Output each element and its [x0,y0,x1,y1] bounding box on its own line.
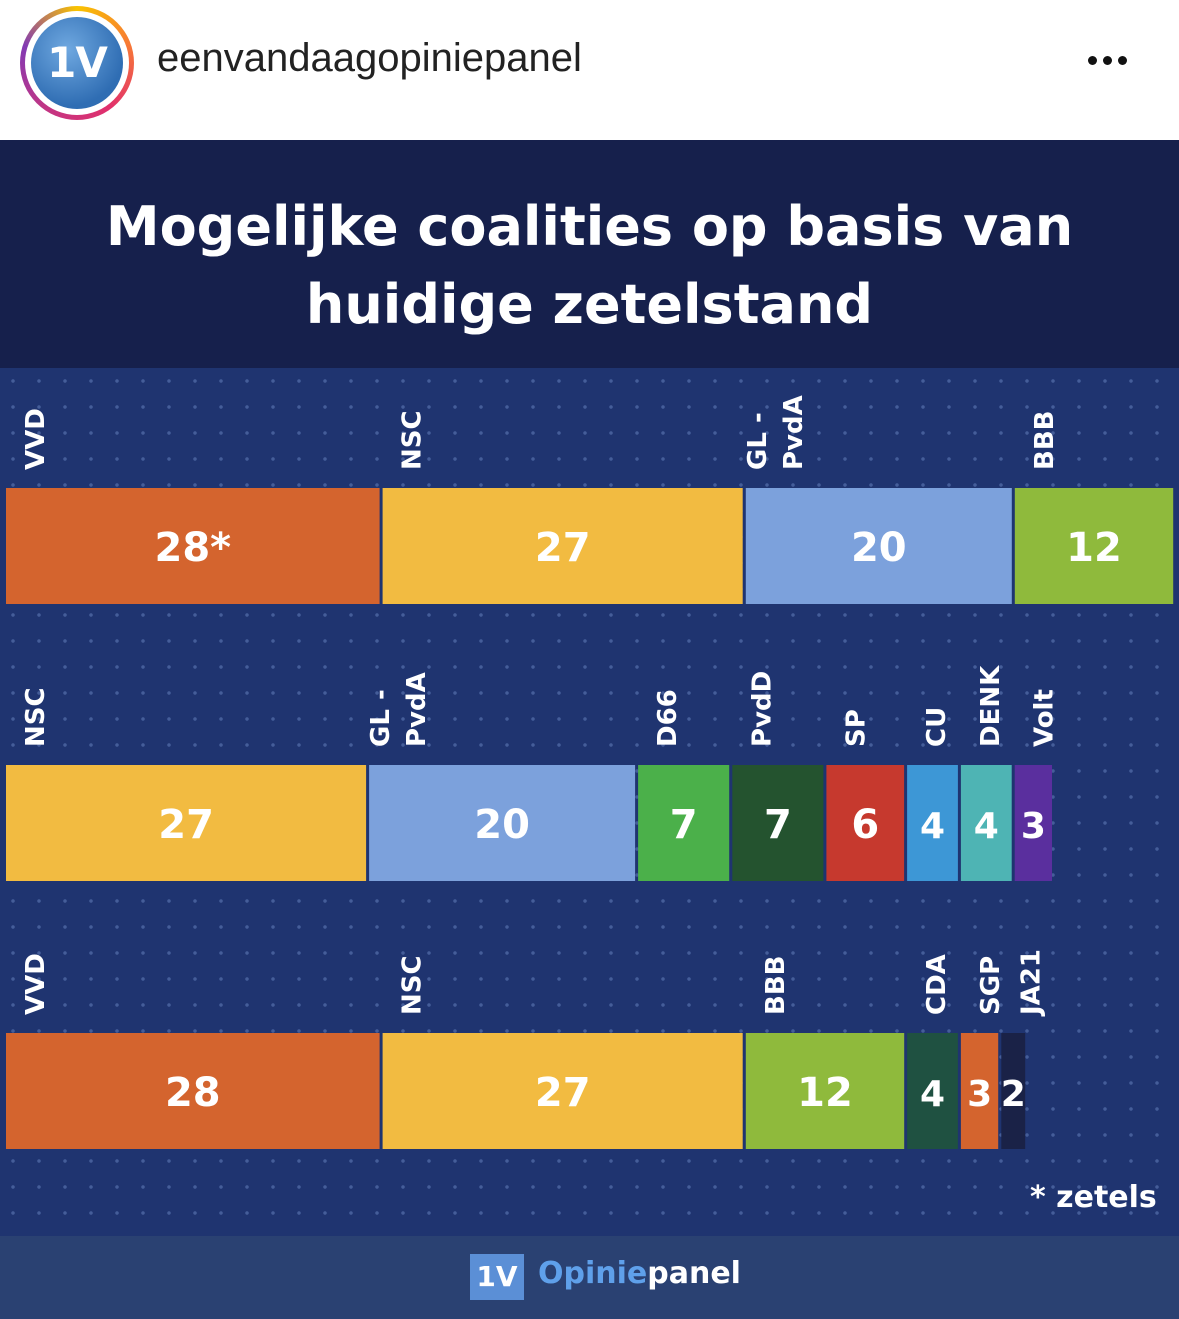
party-name-label: VVD [21,408,51,470]
bar-value-label: 28 [165,1070,221,1116]
party-name-label: GL - PvdA [366,672,432,747]
bar-segment-d66 [638,765,730,881]
bar-segment-sp [826,765,905,881]
bar-segment-bbb [745,1033,905,1149]
bar-value-label: 6 [851,802,879,848]
seats-note: * zetels [1030,1180,1157,1215]
title-line-1: Mogelijke coalities op basis van [105,195,1074,258]
bar-segment-pvdd [732,765,824,881]
bar-value-label: 12 [1066,525,1122,571]
bar-value-label: 27 [158,802,214,848]
bar-value-label: 4 [974,806,999,847]
party-name-label: SGP [976,956,1006,1015]
footer-brand-a: Opinie [538,1256,648,1291]
footer-brand-b: panel [647,1256,741,1291]
bar-value-label: 7 [670,802,698,848]
party-name-label: BBB [761,956,791,1015]
bar-segment-ja21 [1001,1033,1026,1149]
party-name-label: JA21 [1016,949,1046,1017]
footer-logo: 1V [470,1254,524,1300]
bar-segment-volt [1014,765,1052,881]
bar-value-label: 28* [155,525,232,571]
bar-value-label: 27 [535,525,591,571]
bar-segment-nsc [382,1033,743,1149]
party-name-label: BBB [1030,411,1060,470]
bar-value-label: 7 [764,802,792,848]
bar-value-label: 2 [1001,1074,1026,1115]
party-name-label: NSC [398,410,428,470]
bar-value-label: 3 [1021,806,1046,847]
bar-segment-gl-pvda [745,488,1012,604]
footer-brand: Opiniepanel [538,1256,741,1291]
party-name-label: VVD [21,953,51,1015]
bar-segment-vvd [6,488,380,604]
bar-segment-denk [960,765,1012,881]
bar-segment-nsc [6,765,367,881]
party-name-label: Volt [1030,689,1060,747]
footer-bar: 1V Opiniepanel [0,1236,1179,1319]
party-name-label: DENK [976,665,1006,747]
bar-value-label: 12 [797,1070,853,1116]
bar-value-label: 20 [474,802,530,848]
title-band: Mogelijke coalities op basis van huidige… [0,140,1179,368]
bar-value-label: 4 [920,806,945,847]
party-name-label: PvdD [747,671,777,747]
title-line-2: huidige zetelstand [305,273,874,336]
username-link[interactable]: eenvandaagopiniepanel [157,36,582,80]
party-name-label: NSC [21,687,51,747]
avatar[interactable]: 1V [20,6,134,120]
party-name-label: CU [922,707,952,747]
party-name-label: GL - PvdA [743,395,809,470]
chart-title: Mogelijke coalities op basis van huidige… [0,188,1179,344]
bar-segment-cda [907,1033,958,1149]
party-name-label: SP [841,709,871,747]
bar-segment-cu [907,765,958,881]
bar-segment-bbb [1014,488,1174,604]
party-name-label: CDA [922,954,952,1015]
post-header: 1V eenvandaagopiniepanel [0,0,1179,140]
bar-value-label: 4 [920,1074,945,1115]
bar-segment-gl-pvda [369,765,636,881]
party-name-label: NSC [398,955,428,1015]
more-options-icon[interactable] [1088,52,1138,66]
bar-value-label: 20 [851,525,907,571]
bar-value-label: 27 [535,1070,591,1116]
avatar-logo: 1V [31,17,123,109]
bar-segment-nsc [382,488,743,604]
bar-value-label: 3 [967,1074,992,1115]
party-name-label: D66 [653,689,683,747]
bar-segment-sgp [960,1033,999,1149]
bar-segment-vvd [6,1033,380,1149]
